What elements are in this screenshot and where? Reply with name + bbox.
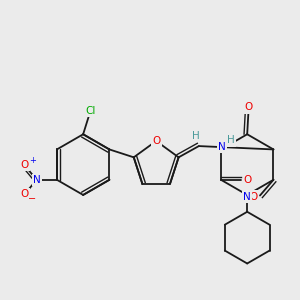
Text: H: H xyxy=(227,135,235,146)
Text: −: − xyxy=(28,194,36,204)
Text: O: O xyxy=(244,175,252,185)
Text: N: N xyxy=(218,142,226,152)
Text: O: O xyxy=(152,136,160,146)
Text: N: N xyxy=(243,192,251,202)
Text: N: N xyxy=(33,175,41,185)
Text: O: O xyxy=(20,160,28,170)
Text: H: H xyxy=(192,131,199,141)
Text: +: + xyxy=(29,156,36,165)
Text: O: O xyxy=(244,102,252,112)
Text: Cl: Cl xyxy=(86,106,96,116)
Text: O: O xyxy=(249,192,257,202)
Text: O: O xyxy=(20,189,28,200)
